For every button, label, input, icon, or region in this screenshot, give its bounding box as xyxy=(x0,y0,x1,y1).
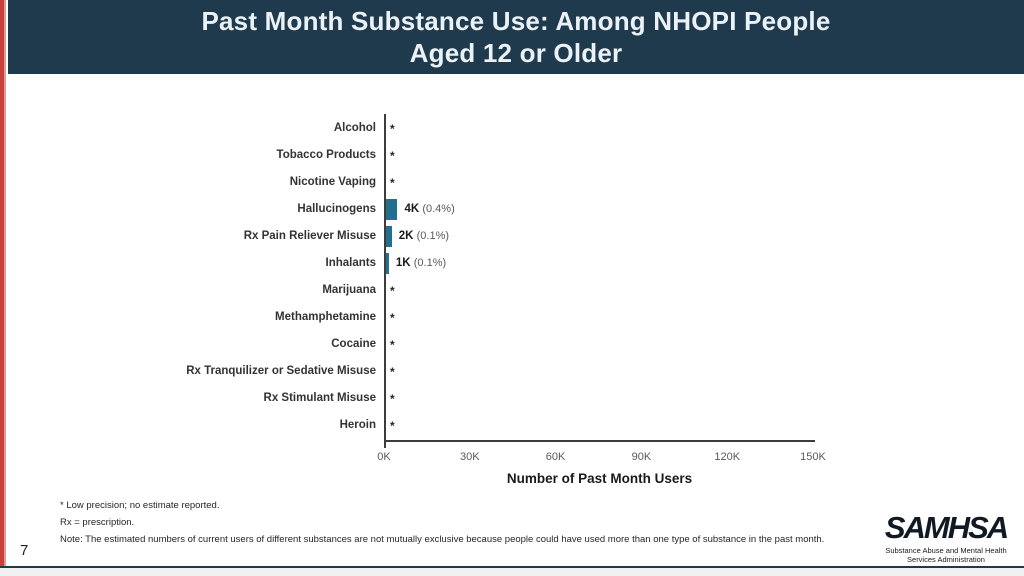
category-label: Cocaine xyxy=(331,338,376,350)
chart-row: Rx Pain Reliever Misuse 2K (0.1%) xyxy=(0,223,1024,250)
x-axis-tick-label: 30K xyxy=(460,451,480,463)
chart-row: Rx Tranquilizer or Sedative Misuse * xyxy=(0,358,1024,385)
bar-value-label: 4K (0.4%) xyxy=(404,203,455,215)
slide-title-line-2: Aged 12 or Older xyxy=(409,38,623,68)
x-axis-tick-label: 150K xyxy=(800,451,826,463)
footnotes: * Low precision; no estimate reported. R… xyxy=(60,500,855,547)
bar xyxy=(386,226,392,247)
x-axis-tick-label: 60K xyxy=(545,451,566,463)
substance-use-bar-chart: Alcohol * Tobacco Products * Nicotine Vaping… xyxy=(0,114,1024,486)
category-label: Nicotine Vaping xyxy=(289,176,376,188)
category-label: Alcohol xyxy=(333,122,376,134)
footnote-rx-definition: Rx = prescription. xyxy=(60,516,135,528)
suppressed-estimate-asterisk: * xyxy=(390,338,395,352)
x-axis-title: Number of Past Month Users xyxy=(506,471,693,486)
bar-percent-label: (0.4%) xyxy=(422,203,455,215)
chart-row: Methamphetamine * xyxy=(0,304,1024,331)
bar-percent-label: (0.1%) xyxy=(416,230,450,242)
chart-row: Heroin * xyxy=(0,412,1024,439)
category-label: Rx Pain Reliever Misuse xyxy=(243,230,376,242)
x-axis-line xyxy=(384,440,815,442)
slide-title-line-1: Past Month Substance Use: Among NHOPI Pe… xyxy=(201,6,831,36)
chart-row: Alcohol * xyxy=(0,115,1024,142)
category-label: Heroin xyxy=(339,419,376,431)
footnote-low-precision: * Low precision; no estimate reported. xyxy=(60,500,220,511)
bar-value-label: 1K (0.1%) xyxy=(395,257,447,269)
chart-row: Marijuana * xyxy=(0,277,1024,304)
suppressed-estimate-asterisk: * xyxy=(390,311,395,325)
chart-row: Inhalants 1K (0.1%) xyxy=(0,250,1024,277)
samhsa-logo: SAMHSA Substance Abuse and Mental Health… xyxy=(876,510,1016,564)
suppressed-estimate-asterisk: * xyxy=(390,176,395,190)
category-label: Marijuana xyxy=(322,284,376,296)
suppressed-estimate-asterisk: * xyxy=(390,392,395,406)
category-label: Rx Tranquilizer or Sedative Misuse xyxy=(186,365,376,377)
page-number: 7 xyxy=(20,542,29,559)
bar xyxy=(386,199,398,220)
left-accent-stripe xyxy=(0,0,6,566)
samhsa-tagline-line-2: Services Administration xyxy=(907,554,985,564)
suppressed-estimate-asterisk: * xyxy=(390,122,395,136)
samhsa-logo-tagline: Substance Abuse and Mental Health Servic… xyxy=(876,546,1016,564)
bottom-margin-strip xyxy=(0,568,1024,576)
samhsa-tagline-line-1: Substance Abuse and Mental Health xyxy=(885,546,1007,555)
chart-row: Nicotine Vaping * xyxy=(0,169,1024,196)
chart-row: Rx Stimulant Misuse * xyxy=(0,385,1024,412)
category-label: Tobacco Products xyxy=(276,149,376,161)
slide-header: Past Month Substance Use: Among NHOPI Pe… xyxy=(8,0,1024,74)
x-axis-tick-label: 90K xyxy=(631,451,652,463)
category-label: Rx Stimulant Misuse xyxy=(263,392,376,404)
bar-percent-label: (0.1%) xyxy=(413,257,447,269)
y-axis-line xyxy=(384,114,386,448)
samhsa-logo-wordmark: SAMHSA xyxy=(884,510,1009,545)
suppressed-estimate-asterisk: * xyxy=(390,284,395,298)
category-label: Methamphetamine xyxy=(275,311,376,323)
chart-rows: Alcohol * Tobacco Products * Nicotine Vaping… xyxy=(0,115,1024,439)
bottom-border-line xyxy=(0,566,1024,568)
x-axis-tick-label: 0K xyxy=(377,451,391,463)
category-label: Inhalants xyxy=(325,257,376,269)
suppressed-estimate-asterisk: * xyxy=(390,149,395,163)
footnote-note: Note: The estimated numbers of current u… xyxy=(60,534,825,545)
bar-value-label: 2K (0.1%) xyxy=(398,230,450,242)
chart-row: Tobacco Products * xyxy=(0,142,1024,169)
category-label: Hallucinogens xyxy=(297,203,376,215)
chart-row: Hallucinogens 4K (0.4%) xyxy=(0,196,1024,223)
suppressed-estimate-asterisk: * xyxy=(390,419,395,433)
chart-row: Cocaine * xyxy=(0,331,1024,358)
suppressed-estimate-asterisk: * xyxy=(390,365,395,379)
bar xyxy=(386,253,389,274)
x-axis-tick-label: 120K xyxy=(714,451,741,463)
